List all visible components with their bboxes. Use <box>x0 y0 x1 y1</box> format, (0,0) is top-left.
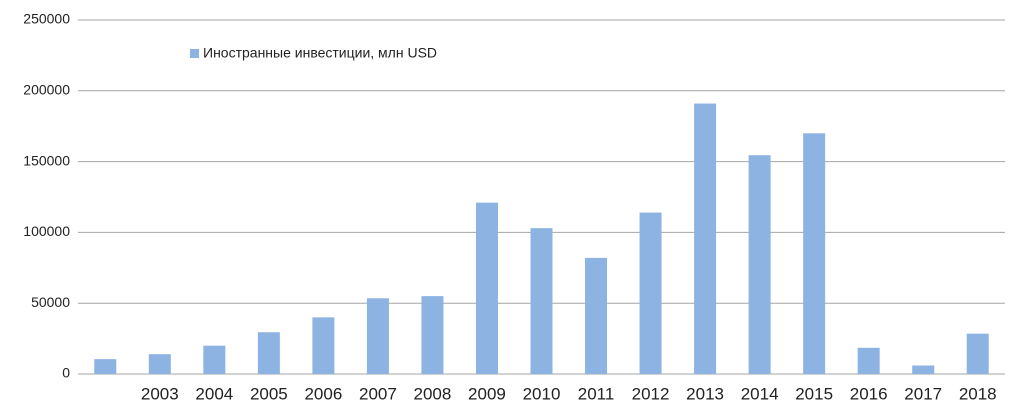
bar <box>585 257 608 374</box>
x-tick-label: 2008 <box>414 384 452 403</box>
bar <box>694 103 717 374</box>
bar <box>803 133 826 374</box>
legend-label: Иностранные инвестиции, млн USD <box>203 45 437 61</box>
x-tick-label: 2015 <box>795 384 833 403</box>
x-tick-label: 2017 <box>904 384 942 403</box>
bar <box>257 332 280 374</box>
bar <box>748 155 771 374</box>
x-tick-label: 2004 <box>195 384 233 403</box>
y-tick-label: 250000 <box>23 11 70 27</box>
legend-swatch <box>190 49 199 58</box>
x-tick-label: 2007 <box>359 384 397 403</box>
x-tick-label: 2014 <box>741 384 779 403</box>
bar <box>94 359 117 374</box>
x-tick-label: 2006 <box>304 384 342 403</box>
bar <box>148 354 171 374</box>
bar <box>530 228 553 374</box>
x-tick-label: 2003 <box>141 384 179 403</box>
y-tick-label: 0 <box>62 365 70 381</box>
x-tick-label: 2009 <box>468 384 506 403</box>
bar <box>966 333 989 374</box>
x-tick-label: 2016 <box>850 384 888 403</box>
x-tick-label: 2012 <box>632 384 670 403</box>
x-tick-label: 2011 <box>578 384 615 403</box>
y-tick-label: 200000 <box>23 82 70 98</box>
bar <box>366 298 389 374</box>
y-tick-label: 150000 <box>23 152 70 168</box>
bar <box>312 317 335 374</box>
x-tick-label: 2013 <box>686 384 724 403</box>
bar <box>857 347 880 374</box>
x-tick-label: 2005 <box>250 384 288 403</box>
bar <box>203 345 226 374</box>
y-tick-label: 100000 <box>23 223 70 239</box>
bar <box>421 296 444 374</box>
x-tick-label: 2018 <box>959 384 997 403</box>
bar <box>912 365 935 374</box>
y-tick-label: 50000 <box>31 294 70 310</box>
bar <box>475 202 498 374</box>
bar <box>639 212 662 374</box>
x-tick-label: 2010 <box>523 384 561 403</box>
